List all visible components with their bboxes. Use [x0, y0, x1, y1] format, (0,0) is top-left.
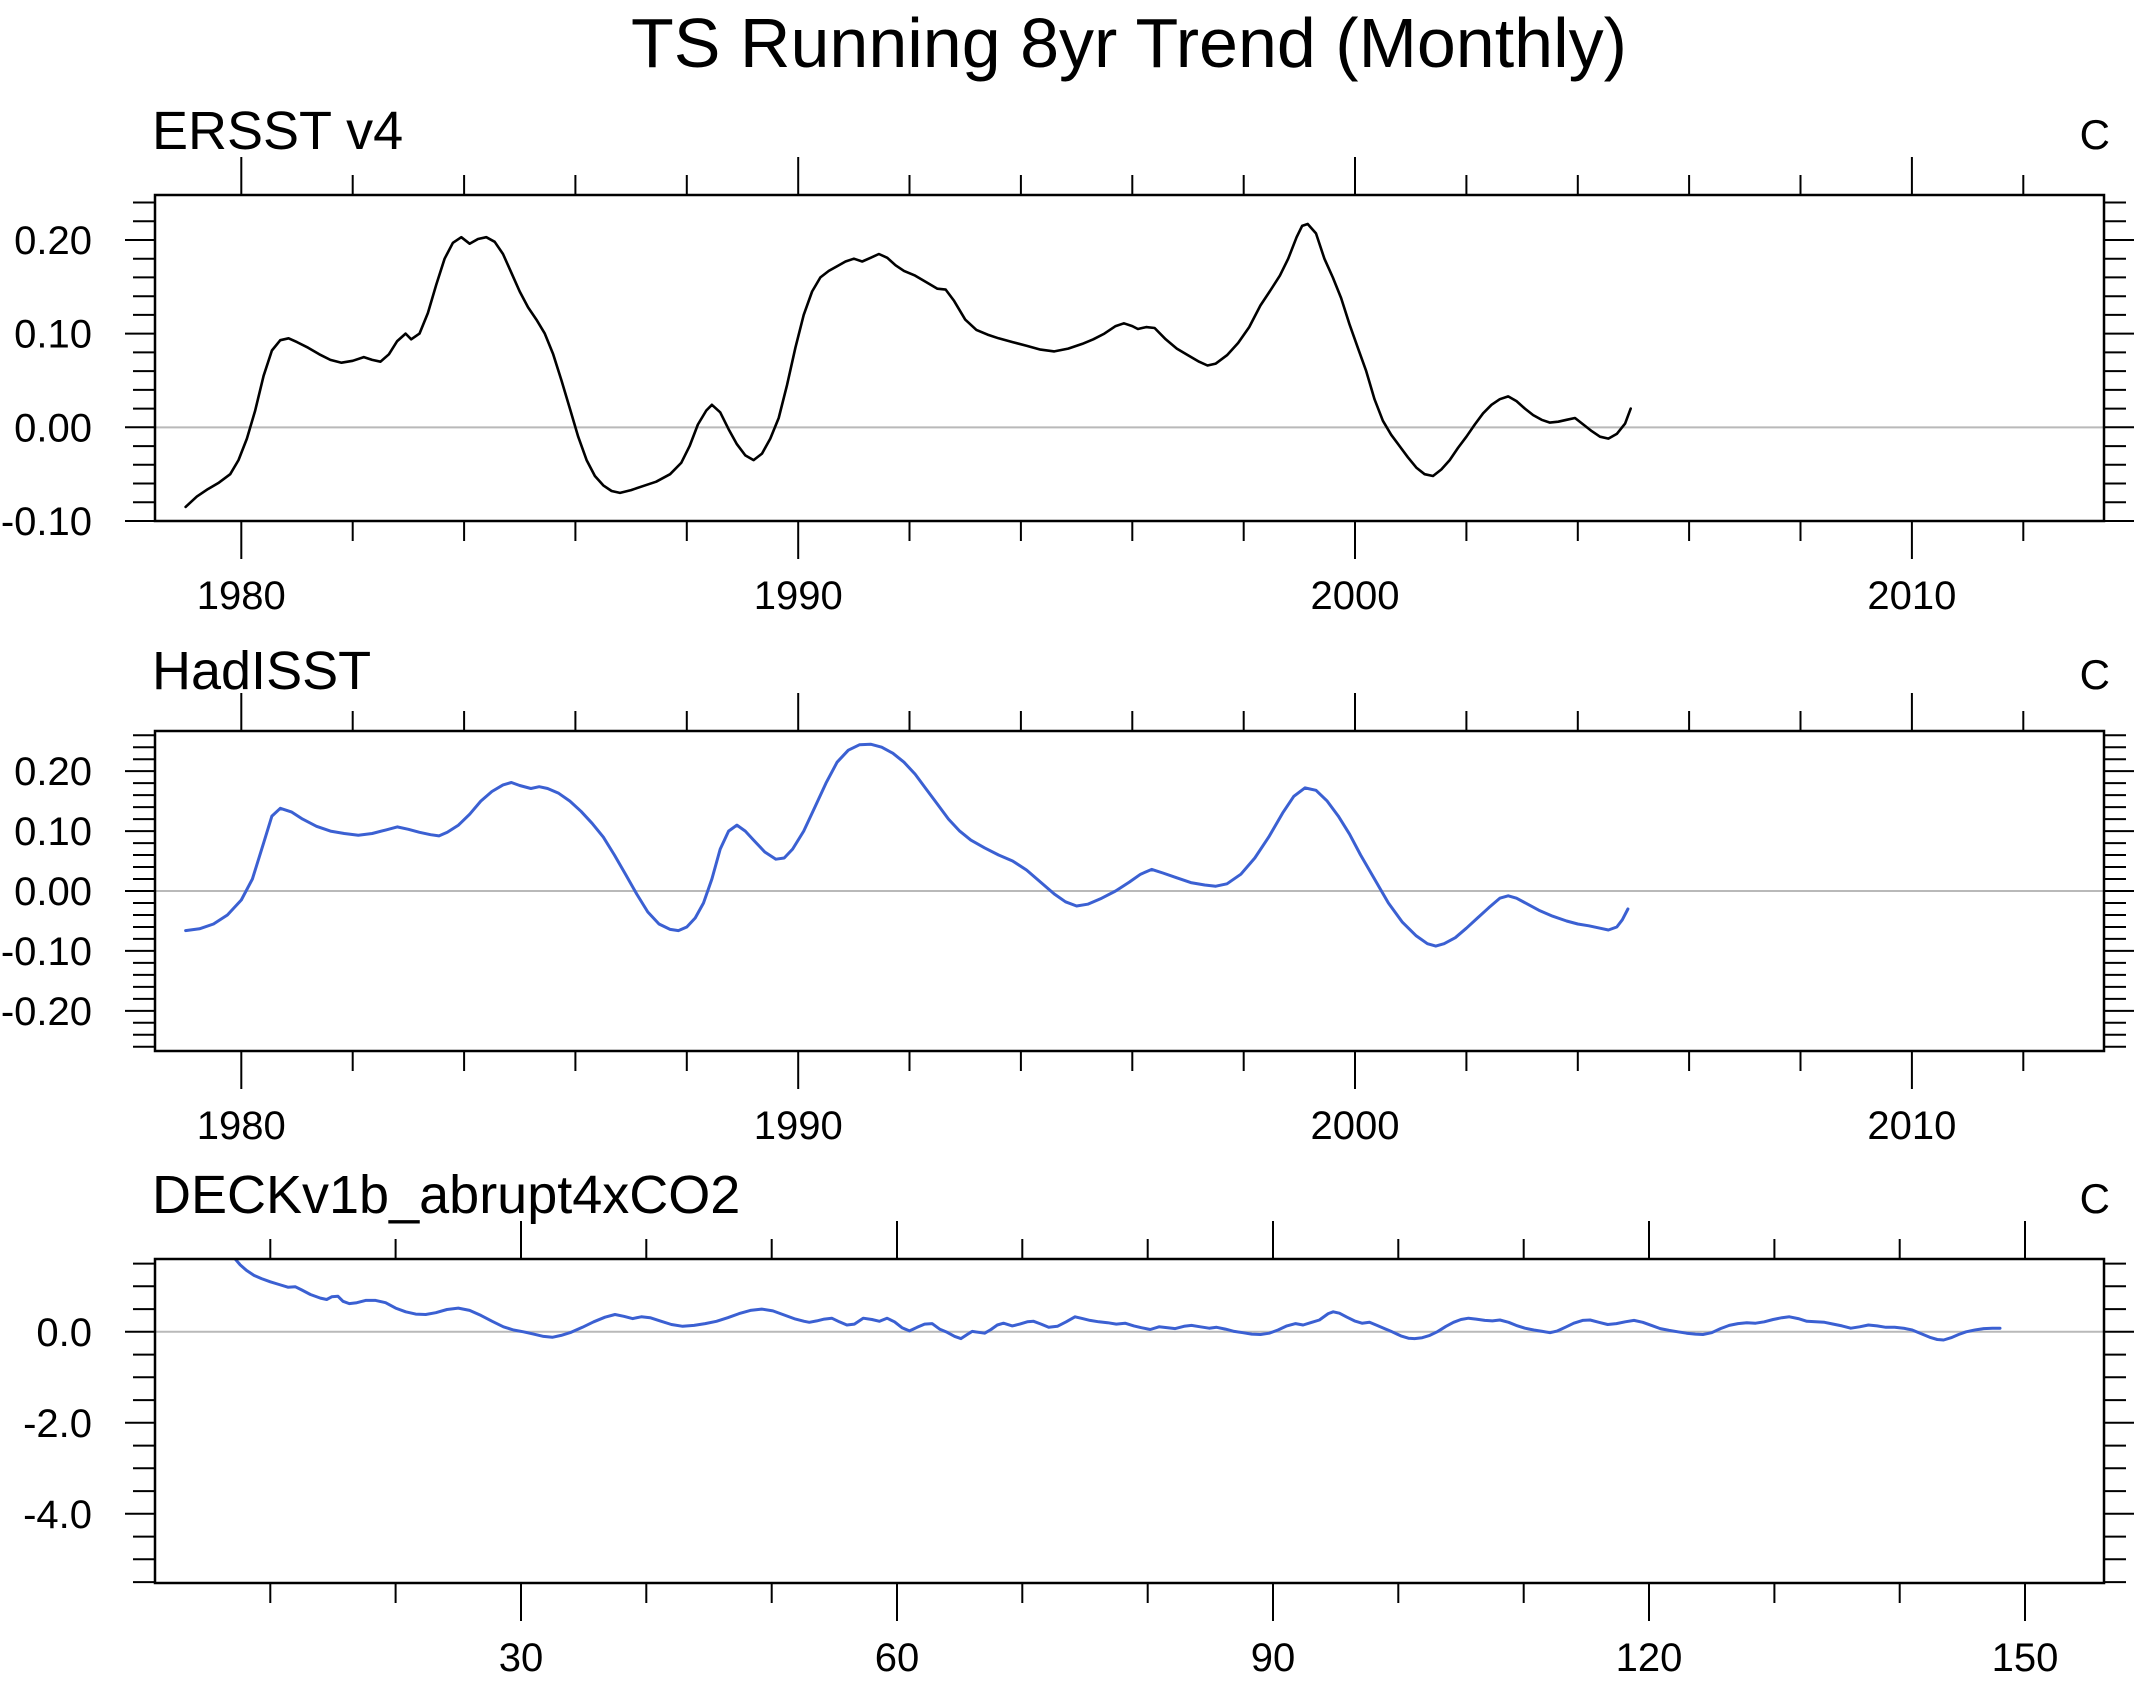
- panel-1-title: ERSST v4: [152, 101, 404, 161]
- x-tick-label: 2010: [1867, 574, 1956, 618]
- panel-hadisst-tick-labels: 1980 1990 2000 2010 0.20 0.10 0.00 -0.10 -0.20: [1, 750, 1957, 1148]
- panel-deck-tick-labels: 30 60 90 120 150 0.0 -2.0 -4.0: [23, 1311, 2058, 1680]
- x-tick-label: 1980: [197, 574, 286, 618]
- panel-deck-curve: [233, 1259, 2002, 1342]
- panel-ersst: 1980 1990 2000 2010 0.20 0.10 0.00 -0.10: [1, 157, 2134, 618]
- x-tick-label: 150: [1992, 1636, 2059, 1680]
- panel-hadisst-curve: [184, 742, 1630, 948]
- y-tick-label: 0.10: [14, 313, 92, 357]
- x-tick-label: 90: [1251, 1636, 1296, 1680]
- x-tick-label: 60: [875, 1636, 920, 1680]
- y-tick-label: 0.0: [36, 1311, 92, 1355]
- panel-hadisst: 1980 1990 2000 2010 0.20 0.10 0.00 -0.10 -0.20: [1, 693, 2134, 1148]
- panel-ersst-ticks: [125, 157, 2134, 559]
- y-tick-label: -0.20: [1, 990, 92, 1034]
- y-tick-label: -0.10: [1, 500, 92, 544]
- x-tick-label: 30: [499, 1636, 544, 1680]
- x-tick-label: 2010: [1867, 1104, 1956, 1148]
- panel-ersst-curve: [184, 222, 1632, 509]
- panel-2-title: HadISST: [152, 641, 372, 701]
- panel-deck-frame: [153, 1257, 2106, 1585]
- y-tick-label: -4.0: [23, 1493, 92, 1537]
- y-tick-label: 0.00: [14, 870, 92, 914]
- y-tick-label: 0.10: [14, 810, 92, 854]
- y-tick-label: 0.00: [14, 406, 92, 450]
- panel-ersst-tick-labels: 1980 1990 2000 2010 0.20 0.10 0.00 -0.10: [1, 219, 1957, 618]
- panel-hadisst-ticks: [125, 693, 2134, 1089]
- y-tick-label: 0.20: [14, 219, 92, 263]
- panel-deck: 30 60 90 120 150 0.0 -2.0 -4.0: [23, 1221, 2134, 1680]
- panel-ersst-frame: [153, 193, 2106, 523]
- panel-3-units-label: C: [2079, 1175, 2110, 1222]
- panel-1-units-label: C: [2079, 111, 2110, 158]
- chart-title: TS Running 8yr Trend (Monthly): [631, 4, 1627, 82]
- x-tick-label: 1990: [754, 574, 843, 618]
- x-tick-label: 2000: [1311, 1104, 1400, 1148]
- y-tick-label: -0.10: [1, 930, 92, 974]
- x-tick-label: 120: [1616, 1636, 1683, 1680]
- x-tick-label: 2000: [1311, 574, 1400, 618]
- panel-deck-ticks: [125, 1221, 2134, 1621]
- x-tick-label: 1990: [754, 1104, 843, 1148]
- panel-3-title: DECKv1b_abrupt4xCO2: [152, 1165, 741, 1225]
- panel-2-units-label: C: [2079, 651, 2110, 698]
- y-tick-label: -2.0: [23, 1402, 92, 1446]
- x-tick-label: 1980: [197, 1104, 286, 1148]
- y-tick-label: 0.20: [14, 750, 92, 794]
